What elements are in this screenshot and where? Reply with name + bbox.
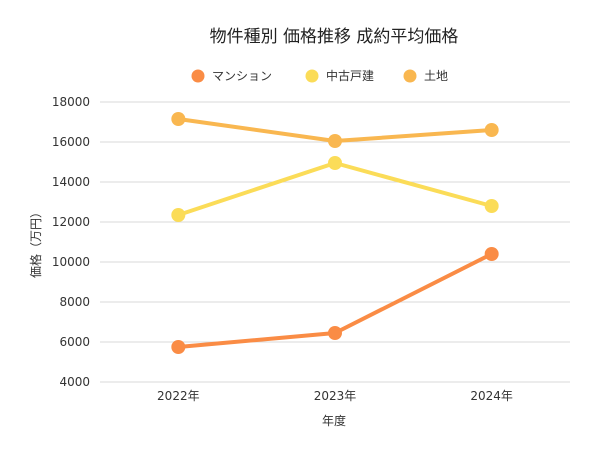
- x-axis-label: 年度: [322, 413, 346, 428]
- data-point: [328, 134, 342, 148]
- y-tick-label: 10000: [52, 255, 90, 269]
- data-point: [328, 156, 342, 170]
- legend-item: マンション: [191, 69, 272, 83]
- y-tick-label: 8000: [59, 295, 90, 309]
- x-tick-label: 2023年: [314, 389, 357, 403]
- y-tick-label: 18000: [52, 95, 90, 109]
- y-tick-label: 16000: [52, 135, 90, 149]
- series-2: [171, 112, 499, 148]
- data-point: [484, 123, 499, 137]
- legend-marker: [305, 69, 319, 83]
- y-tick-label: 4000: [59, 375, 90, 389]
- legend-marker: [191, 69, 205, 83]
- y-tick-label: 6000: [59, 335, 90, 349]
- y-axis-label: 価格（万円）: [28, 206, 43, 278]
- y-tick-label: 12000: [52, 215, 90, 229]
- legend-item: 土地: [403, 69, 448, 83]
- x-tick-label: 2024年: [470, 389, 513, 403]
- data-point: [484, 199, 499, 213]
- x-tick-label: 2022年: [157, 389, 200, 403]
- series-group: [171, 112, 499, 354]
- legend-marker: [403, 69, 417, 83]
- legend-label: 中古戸建: [326, 68, 374, 83]
- data-point: [328, 326, 342, 340]
- legend-label: マンション: [212, 69, 272, 83]
- legend: マンション 中古戸建 土地: [191, 68, 448, 83]
- legend-label: 土地: [424, 69, 448, 83]
- data-point: [484, 247, 499, 261]
- legend-item: 中古戸建: [305, 68, 374, 83]
- data-point: [171, 340, 186, 354]
- data-point: [171, 208, 186, 222]
- data-point: [171, 112, 186, 126]
- y-axis-ticks: 4000 6000 8000 10000 12000 14000 16000 18000: [52, 95, 90, 389]
- x-axis-ticks: 2022年 2023年 2024年: [157, 389, 513, 403]
- series-line: [176, 161, 494, 217]
- chart-title: 物件種別 価格推移 成約平均価格: [210, 27, 459, 47]
- y-tick-label: 14000: [52, 175, 90, 189]
- series-0: [171, 247, 499, 354]
- series-1: [171, 156, 499, 222]
